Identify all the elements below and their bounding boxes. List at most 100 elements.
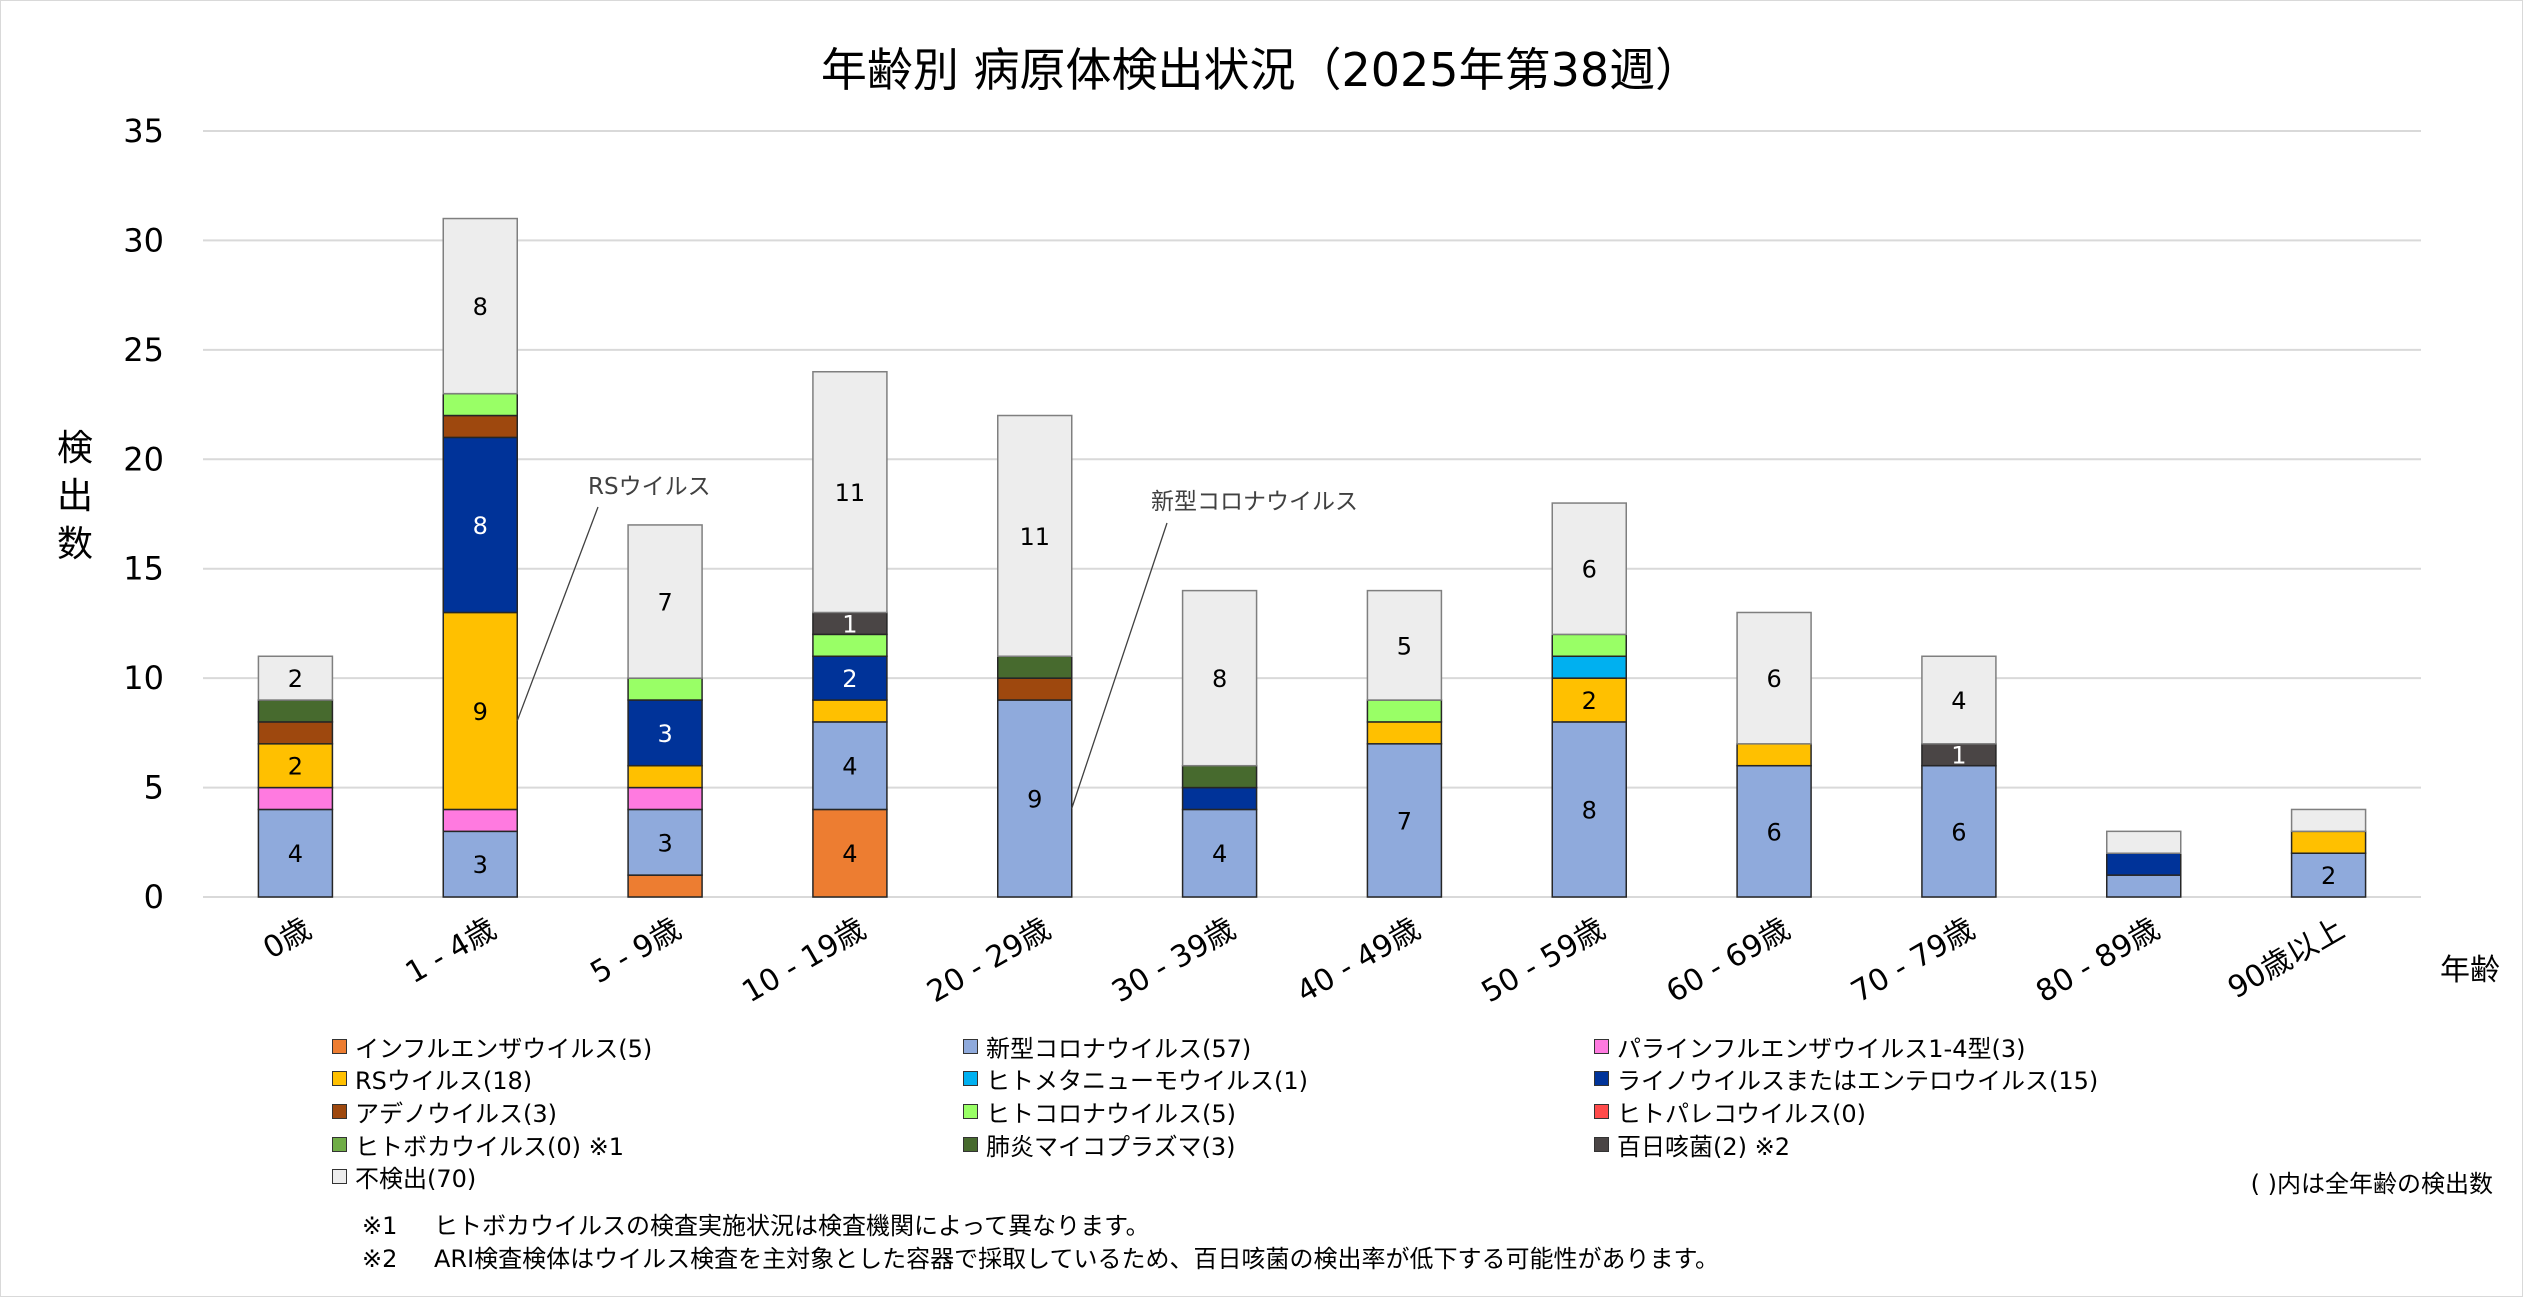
legend-item: ヒトコロナウイルス(5) <box>963 1095 1236 1128</box>
bar-segment <box>442 392 518 417</box>
x-tick-label: 80 - 89歳 <box>2030 912 2165 1010</box>
bar-segment <box>2290 830 2367 854</box>
bar-segment <box>1181 786 1258 811</box>
x-axis-ticks: 0歳 1 - 4歳 5 - 9歳 10 - 19歳 20 - 29歳 30 - 39歳 40… <box>257 912 2350 1010</box>
legend-item: ライノウイルスまたはエンテロウイルス(15) <box>1594 1063 2098 1095</box>
legend-label: インフルエンザウイルス(5) <box>355 1034 653 1063</box>
y-axis-title-char: 検 <box>57 428 93 469</box>
legend-swatch <box>1594 1103 1609 1119</box>
bar-segment <box>257 721 334 745</box>
legend-item: インフルエンザウイルス(5) <box>332 1030 653 1063</box>
x-tick-label: 10 - 19歳 <box>736 912 871 1010</box>
legend-label: 新型コロナウイルス(57) <box>986 1034 1252 1063</box>
legend-item: アデノウイルス(3) <box>332 1095 557 1128</box>
y-axis-title-char: 出 <box>57 476 93 517</box>
chart-title: 年齢別 病原体検出状況（2025年第38週） <box>821 43 1701 97</box>
legend-item: ヒトメタニューモウイルス(1) <box>963 1063 1308 1095</box>
annotation-leader-line <box>516 506 599 722</box>
footnote-mark: ※2 <box>362 1245 398 1273</box>
legend-item: 新型コロナウイルス(57) <box>963 1030 1252 1063</box>
y-tick-label: 10 <box>123 659 164 697</box>
y-tick-label: 15 <box>123 550 164 588</box>
annotation-label: RSウイルス <box>588 474 711 500</box>
annotation-leader-line <box>1071 522 1168 809</box>
bar-segment <box>257 808 334 898</box>
bar-segment <box>257 786 334 811</box>
legend-item: RSウイルス(18) <box>332 1063 532 1095</box>
legend-swatch <box>332 1038 347 1054</box>
data-label: 11 <box>1019 523 1050 551</box>
x-tick-label: 90歳以上 <box>2222 912 2351 1006</box>
data-label: 9 <box>473 698 488 726</box>
bars <box>257 217 2367 898</box>
bar-segment <box>1736 611 1812 745</box>
bar-segment <box>627 786 703 811</box>
bar-segment <box>1921 764 1997 898</box>
gridlines <box>203 130 2421 898</box>
bar-segment <box>1551 655 1627 679</box>
legend-swatch <box>1594 1136 1609 1152</box>
legend-label: 百日咳菌(2) ※2 <box>1617 1132 1791 1161</box>
data-label: 4 <box>842 753 857 781</box>
bar-segment <box>442 808 518 833</box>
bar-segment <box>1551 502 1627 636</box>
bar-segment <box>627 677 703 701</box>
y-axis-ticks: 0 5 10 15 20 25 30 35 <box>123 112 164 916</box>
legend-label: ヒトボカウイルス(0) ※1 <box>355 1132 625 1161</box>
bar-segment <box>627 764 703 789</box>
data-label: 6 <box>1951 818 1966 846</box>
y-tick-label: 30 <box>123 221 164 259</box>
legend-swatch <box>963 1103 978 1119</box>
legend-label: ライノウイルスまたはエンテロウイルス(15) <box>1617 1067 2099 1096</box>
legend-label: アデノウイルス(3) <box>355 1099 557 1128</box>
legend-label: RSウイルス(18) <box>355 1067 533 1096</box>
bar-segment <box>442 611 518 811</box>
bar-segment <box>1551 677 1627 723</box>
data-label: 11 <box>835 479 866 507</box>
data-label: 3 <box>657 720 672 748</box>
x-tick-label: 20 - 29歳 <box>921 912 1056 1010</box>
x-tick-label: 40 - 49歳 <box>1291 912 1426 1010</box>
bar-segment <box>1366 721 1443 745</box>
bar-segment <box>1736 743 1812 767</box>
y-tick-label: 5 <box>144 769 164 807</box>
data-label: 2 <box>288 753 303 781</box>
legend-swatch <box>1594 1038 1609 1054</box>
bar-segment <box>1736 764 1812 898</box>
x-tick-label: 60 - 69歳 <box>1661 912 1796 1010</box>
data-label: 9 <box>1027 786 1042 814</box>
bar-segment <box>1921 655 1997 745</box>
bar-segment <box>1551 721 1627 898</box>
bar-segment <box>442 217 518 395</box>
x-tick-label: 50 - 59歳 <box>1476 912 1611 1010</box>
bar-segment <box>1366 589 1443 701</box>
bar-segment <box>2106 852 2182 876</box>
annotation-label: 新型コロナウイルス <box>1151 489 1358 515</box>
data-label: 2 <box>288 665 303 693</box>
data-label: 8 <box>1582 796 1597 824</box>
bar-segment <box>257 655 334 701</box>
bar-segment <box>627 524 703 679</box>
data-label: 6 <box>1582 556 1597 584</box>
legend-swatch <box>332 1136 347 1152</box>
legend-item: 不検出(70) <box>332 1161 476 1193</box>
footnote-text: ARI検査検体はウイルス検査を主対象とした容器で採取しているため、百日咳菌の検出… <box>434 1245 1720 1273</box>
bar-segment <box>2290 808 2367 833</box>
bar-segment <box>257 743 334 789</box>
legend-label: ヒトメタニューモウイルス(1) <box>986 1067 1308 1096</box>
footnote-text: ヒトボカウイルスの検査実施状況は検査機関によって異なります。 <box>434 1212 1150 1240</box>
bar-segment <box>997 414 1073 658</box>
data-label: 6 <box>1766 818 1781 846</box>
x-tick-label: 30 - 39歳 <box>1106 912 1241 1010</box>
footnotes: ※1 ヒトボカウイルスの検査実施状況は検査機関によって異なります。 ※2 ARI検査… <box>362 1210 1719 1276</box>
bar-segment <box>812 721 888 811</box>
y-tick-label: 25 <box>123 331 164 369</box>
data-label: 2 <box>2321 862 2336 890</box>
y-tick-label: 0 <box>144 878 164 916</box>
bar-segment <box>257 699 334 723</box>
bar-segment <box>2106 830 2182 854</box>
legend-swatch <box>332 1071 347 1087</box>
y-tick-label: 20 <box>123 440 164 478</box>
x-tick-label: 1 - 4歳 <box>400 912 502 991</box>
x-tick-label: 5 - 9歳 <box>585 912 687 991</box>
